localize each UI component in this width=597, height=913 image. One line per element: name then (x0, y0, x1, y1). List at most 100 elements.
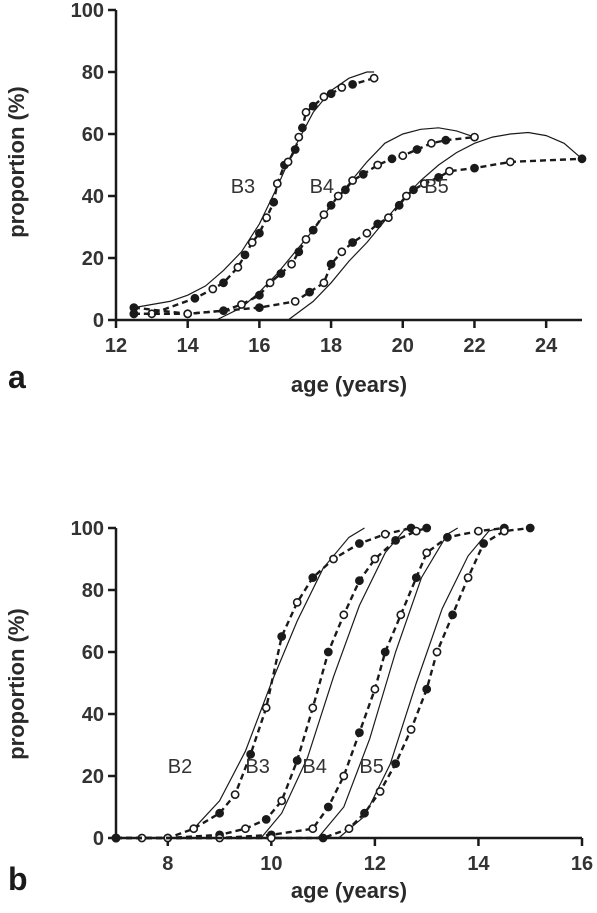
series-b3-point (369, 73, 379, 83)
series-b5-point (401, 191, 411, 201)
y-tick-label: 20 (82, 248, 104, 270)
series-b3-point (292, 756, 302, 765)
series-b2-point (246, 749, 255, 759)
series-b2-label: B2 (168, 756, 192, 778)
series-b4-point (301, 234, 311, 244)
series-b3-point (308, 101, 318, 111)
y-tick-label: 40 (82, 186, 104, 208)
series-b2-point (189, 824, 199, 834)
series-b4-point (308, 225, 318, 235)
series-b4-point (326, 200, 336, 210)
series-b5-observed-line (133, 157, 583, 315)
y-tick-label: 100 (71, 0, 104, 22)
series-b4-point (339, 771, 349, 781)
series-b3-point (240, 824, 250, 834)
x-tick-label: 24 (535, 335, 558, 357)
series-b2-observed-line (116, 526, 412, 840)
series-b4-point (370, 684, 380, 694)
series-b3-point (297, 123, 307, 133)
series-b4-point (387, 154, 397, 164)
series-b5-point (290, 296, 300, 306)
series-b3-fitted-line (260, 527, 407, 839)
series-b5-point (499, 526, 509, 536)
series-b4-label: B4 (302, 756, 326, 778)
series-b4-point (294, 247, 304, 257)
series-b4-point (254, 290, 264, 300)
series-b5-point (470, 163, 479, 173)
series-b4-point (276, 269, 286, 278)
x-tick-label: 20 (392, 335, 414, 357)
x-tick-label: 16 (248, 335, 270, 357)
series-b4-point (412, 145, 422, 154)
x-tick-label: 8 (162, 853, 173, 875)
series-b2-point (380, 529, 390, 539)
series-b5-point (409, 185, 418, 195)
series-b5-point (375, 787, 385, 796)
series-b5-point (337, 247, 347, 257)
series-b4-point (319, 210, 329, 219)
series-b4-point (354, 728, 364, 737)
series-b4-point (237, 300, 246, 309)
series-b3-point (301, 107, 311, 117)
series-b5-point (479, 539, 488, 548)
panel-a-letter: a (8, 359, 26, 395)
panel-a: a proportion (%) age (years) (4, 86, 407, 397)
series-b3-point (254, 228, 264, 238)
panel-a-ylabel: proportion (%) (4, 86, 29, 238)
series-b4-fitted-line (317, 527, 459, 839)
series-b5-label: B5 (424, 176, 448, 198)
series-b3-point (247, 238, 257, 247)
series-b3-point (261, 815, 271, 824)
series-b5-point (391, 759, 400, 768)
series-b3-point (283, 157, 293, 167)
series-b5-fitted-line (287, 131, 583, 321)
series-b5-point (326, 259, 336, 269)
series-b2-point (329, 554, 338, 564)
series-b5-point (305, 287, 314, 297)
panel-b: b proportion (%) age (years) (4, 608, 407, 903)
series-b3-point (337, 83, 347, 92)
series-b4-point (333, 191, 343, 201)
series-b3-point (290, 145, 300, 154)
x-tick-label: 18 (320, 335, 342, 357)
series-b3-point (354, 576, 364, 586)
series-b3-label: B3 (231, 176, 255, 198)
series-b5-point (344, 824, 354, 834)
series-b5-point (348, 238, 357, 247)
series-b2-point (261, 703, 271, 713)
series-b5-point (362, 228, 372, 238)
series-b3-point (262, 213, 271, 223)
y-tick-label: 20 (82, 766, 104, 788)
series-b3-point (422, 523, 432, 533)
panel-a-plot: 0 20 40 60 80 100 12 14 16 18 20 22 24 B3 B4 B5 (71, 0, 587, 357)
series-b2-point (308, 573, 318, 582)
series-b5-point (394, 200, 404, 210)
series-b2-point (230, 790, 240, 799)
series-b5-point (525, 523, 535, 533)
series-b5-point (577, 154, 587, 164)
x-tick-label: 10 (260, 853, 282, 875)
series-b2-point (292, 598, 302, 607)
series-b4-fitted-line (216, 127, 475, 321)
series-b5-point (373, 219, 383, 229)
x-tick-label: 14 (467, 853, 490, 875)
series-b4-point (348, 176, 357, 185)
series-b4-point (340, 185, 350, 195)
series-b4-point (470, 132, 479, 142)
series-b4-point (442, 532, 452, 542)
series-b3-fitted-line (133, 71, 375, 309)
series-b3-point (190, 293, 200, 303)
series-b2-point (215, 808, 224, 818)
series-b4-point (358, 169, 368, 179)
series-b5-point (432, 647, 442, 657)
series-b3-point (308, 703, 318, 713)
y-tick-label: 80 (82, 62, 104, 84)
series-b5-point (422, 684, 432, 694)
x-tick-label: 14 (177, 335, 200, 357)
series-b3-point (294, 132, 304, 142)
series-b3-point (319, 92, 329, 102)
series-b5-point (183, 309, 193, 319)
series-b4-point (323, 802, 333, 812)
series-b3-point (219, 278, 228, 288)
